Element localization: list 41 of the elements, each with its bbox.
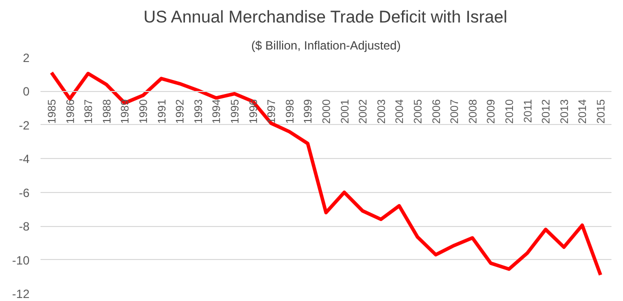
x-tick-label: 2006 bbox=[430, 99, 443, 124]
y-tick-label: 0 bbox=[22, 84, 30, 99]
x-tick-label: 1991 bbox=[156, 99, 168, 124]
y-tick-label: -8 bbox=[18, 220, 30, 234]
x-tick-label: 2010 bbox=[504, 99, 516, 124]
x-tick-label: 1986 bbox=[64, 99, 77, 124]
x-tick-label: 2003 bbox=[376, 99, 388, 124]
x-tick-label: 1990 bbox=[138, 99, 150, 124]
x-tick-label: 2013 bbox=[558, 99, 571, 124]
x-tick-label: 1992 bbox=[174, 99, 187, 124]
x-tick-label: 1985 bbox=[46, 99, 58, 124]
x-tick-label: 2008 bbox=[467, 99, 480, 124]
x-tick-label: 1996 bbox=[248, 99, 260, 124]
x-tick-label: 1989 bbox=[120, 99, 132, 124]
x-tick-label: 2009 bbox=[486, 99, 498, 124]
x-tick-label: 2000 bbox=[321, 99, 333, 124]
x-tick-label: 1987 bbox=[83, 99, 96, 124]
y-tick-label: 2 bbox=[22, 51, 30, 65]
chart-title: US Annual Merchandise Trade Deficit with Israel bbox=[143, 8, 508, 26]
x-tick-label: 2007 bbox=[449, 99, 462, 124]
x-tick-label: 1993 bbox=[192, 99, 205, 124]
y-tick-label: -2 bbox=[18, 118, 30, 132]
x-tick-label: 2015 bbox=[596, 99, 608, 124]
x-tick-label: 1998 bbox=[284, 99, 296, 124]
x-tick-label: 1995 bbox=[229, 99, 242, 124]
x-tick-label: 2005 bbox=[412, 99, 425, 124]
x-tick-label: 2014 bbox=[577, 99, 590, 124]
x-tick-label: 1988 bbox=[101, 99, 114, 124]
y-tick-label: -12 bbox=[12, 287, 30, 301]
x-tick-label: 1994 bbox=[211, 99, 224, 124]
x-tick-label: 1999 bbox=[302, 99, 315, 124]
x-tick-label: 2012 bbox=[540, 99, 553, 124]
y-tick-label: -4 bbox=[18, 152, 30, 166]
x-tick-label: 2002 bbox=[358, 99, 370, 124]
x-tick-label: 2004 bbox=[394, 99, 406, 124]
chart-subtitle: ($ Billion, Inflation-Adjusted) bbox=[251, 38, 401, 52]
x-tick-label: 2001 bbox=[339, 99, 352, 124]
x-tick-label: 1997 bbox=[266, 99, 278, 124]
y-tick-label: -10 bbox=[12, 253, 30, 268]
x-tick-label: 2011 bbox=[522, 99, 534, 123]
y-tick-label: -6 bbox=[18, 186, 30, 200]
